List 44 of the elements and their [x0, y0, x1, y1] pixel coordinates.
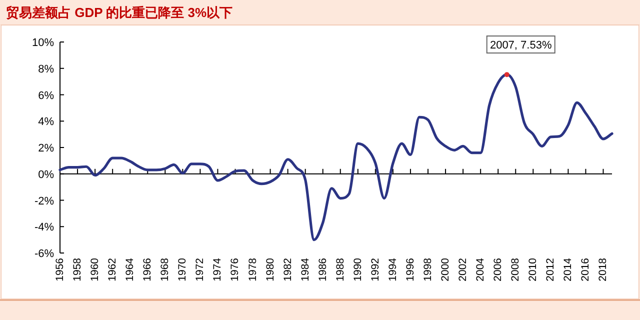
y-tick-label: -4% — [34, 222, 54, 234]
x-tick-label: 1984 — [299, 258, 312, 282]
y-tick-label: 0% — [38, 168, 54, 181]
x-tick-label: 1982 — [282, 258, 294, 282]
y-tick-label: 8% — [38, 63, 54, 76]
x-tick-label: 2016 — [580, 258, 592, 282]
x-tick-label: 1968 — [159, 258, 172, 282]
y-tick-label: -6% — [34, 248, 54, 260]
y-tick-label: -2% — [34, 195, 54, 208]
title: 贸易差额占 GDP 的比重已降至 3%以下 — [6, 5, 233, 20]
x-tick-label: 1956 — [54, 258, 66, 282]
x-tick-label: 2006 — [492, 258, 504, 282]
x-tick-label: 1970 — [176, 258, 189, 282]
x-tick-label: 1988 — [334, 258, 346, 282]
annotation: 2007, 7.53% — [486, 36, 556, 78]
x-tick-label: 1958 — [72, 258, 84, 282]
x-tick-label: 1994 — [386, 258, 399, 282]
y-tick-label: 6% — [38, 90, 54, 102]
x-tick-label: 2014 — [562, 258, 574, 282]
x-tick-label: 1960 — [89, 258, 102, 282]
x-tick-label: 2018 — [597, 258, 610, 282]
x-tick-label: 2012 — [544, 258, 557, 282]
x-tick-label: 1990 — [352, 258, 364, 282]
x-tick-label: 2008 — [510, 258, 522, 282]
x-tick-label: 1974 — [212, 258, 224, 282]
x-tick-label: 2000 — [440, 258, 452, 282]
x-tick-label: 1998 — [422, 258, 434, 282]
x-tick-label: 1972 — [194, 258, 206, 282]
x-tick-label: 1966 — [142, 258, 154, 282]
annotation: 2007, 7.53% — [490, 40, 552, 52]
y-tick-label: 2% — [38, 142, 54, 154]
x-tick-label: 2010 — [527, 258, 540, 282]
x-tick-label: 1976 — [229, 258, 242, 282]
y-tick-label: 4% — [38, 116, 54, 128]
x-tick-label: 1996 — [404, 258, 416, 282]
x-tick-label: 1978 — [246, 258, 259, 282]
x-tick-label: 1986 — [316, 258, 329, 282]
x-tick-label: 1962 — [106, 258, 119, 282]
x-tick-label: 1992 — [369, 258, 382, 282]
x-tick-label: 2004 — [474, 258, 487, 282]
y-tick-label: 10% — [32, 37, 54, 49]
x-tick-label: 1980 — [264, 258, 276, 282]
x-tick-label: 2002 — [457, 258, 470, 282]
x-tick-label: 1964 — [124, 258, 136, 282]
